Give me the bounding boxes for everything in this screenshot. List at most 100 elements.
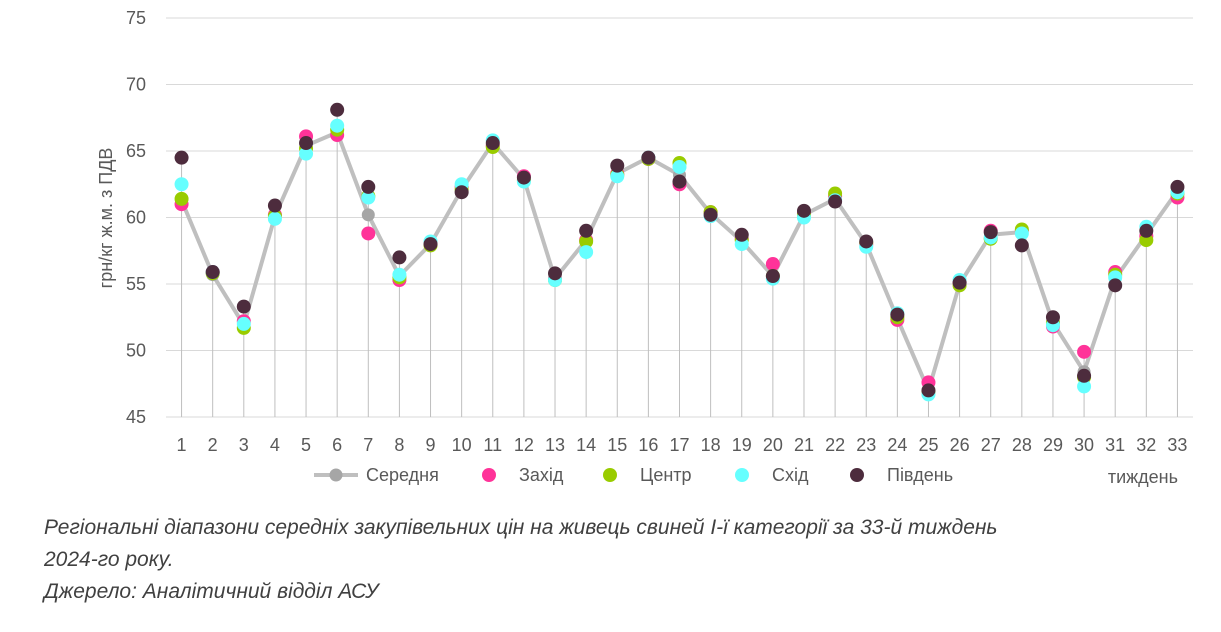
data-point-4 (1108, 278, 1123, 293)
x-tick-label: 31 (1105, 435, 1125, 455)
data-point-4 (1077, 368, 1092, 383)
data-point-4 (548, 266, 563, 281)
legend-marker (329, 468, 343, 482)
data-point-4 (174, 150, 189, 165)
data-point-4 (952, 275, 967, 290)
data-point-3 (299, 146, 314, 161)
x-tick-label: 4 (270, 435, 280, 455)
x-tick-label: 27 (981, 435, 1001, 455)
chart-caption: Регіональні діапазони середніх закупівел… (44, 512, 997, 608)
x-tick-label: 17 (669, 435, 689, 455)
x-tick-label: 9 (426, 435, 436, 455)
y-tick-label: 60 (126, 208, 146, 228)
data-point-4 (703, 207, 718, 222)
x-axis-title: тиждень (1108, 467, 1178, 487)
y-tick-label: 65 (126, 141, 146, 161)
data-point-4 (1045, 310, 1060, 325)
data-point-4 (236, 299, 251, 314)
y-tick-label: 55 (126, 274, 146, 294)
legend-marker (482, 468, 496, 482)
legend-label: Південь (887, 465, 953, 485)
x-tick-label: 1 (177, 435, 187, 455)
data-point-3 (236, 316, 251, 331)
legend-label: Середня (366, 465, 439, 485)
x-tick-label: 8 (394, 435, 404, 455)
data-point-3 (330, 118, 345, 133)
data-point-4 (859, 234, 874, 249)
y-tick-label: 45 (126, 407, 146, 427)
data-point-4 (1139, 223, 1154, 238)
y-tick-label: 50 (126, 341, 146, 361)
x-tick-label: 23 (856, 435, 876, 455)
legend-marker (603, 468, 617, 482)
data-point-4 (516, 170, 531, 185)
legend: Середня Захід Центр Схід Південь (314, 465, 953, 485)
x-tick-label: 12 (514, 435, 534, 455)
x-tick-label: 30 (1074, 435, 1094, 455)
caption-line-1: Регіональні діапазони середніх закупівел… (44, 516, 998, 539)
data-point-4 (299, 136, 314, 151)
x-tick-label: 16 (638, 435, 658, 455)
data-point-3 (1014, 226, 1029, 241)
x-tick-label: 22 (825, 435, 845, 455)
y-axis-title: грн/кг ж.м. з ПДВ (96, 148, 116, 289)
data-point-4 (454, 185, 469, 200)
x-tick-label: 29 (1043, 435, 1063, 455)
data-point-4 (205, 265, 220, 280)
x-tick-label: 3 (239, 435, 249, 455)
data-point-1 (1077, 344, 1092, 359)
x-tick-label: 33 (1167, 435, 1187, 455)
legend-marker (850, 468, 864, 482)
data-point-1 (765, 257, 780, 272)
x-tick-label: 13 (545, 435, 565, 455)
y-tick-label: 70 (126, 75, 146, 95)
x-axis-ticks: 1 2 3 4 5 6 7 8 9 10 11 12 13 14 15 16 17 18 19 20 21 22 23 24 2… (177, 435, 1188, 455)
data-point-3 (392, 267, 407, 282)
data-point-4 (890, 307, 905, 322)
x-tick-label: 26 (950, 435, 970, 455)
caption-line-2: 2024-го року. (44, 548, 174, 571)
drop-lines (181, 109, 1178, 417)
x-tick-label: 5 (301, 435, 311, 455)
legend-label: Схід (772, 465, 809, 485)
data-point-4 (579, 223, 594, 238)
series-layer (174, 102, 1185, 402)
x-tick-label: 24 (887, 435, 907, 455)
x-tick-label: 6 (332, 435, 342, 455)
legend-marker (735, 468, 749, 482)
data-point-4 (734, 227, 749, 242)
data-point-4 (828, 194, 843, 209)
x-tick-label: 28 (1012, 435, 1032, 455)
data-point-4 (1170, 179, 1185, 194)
x-tick-label: 15 (607, 435, 627, 455)
data-point-3 (361, 190, 376, 205)
data-point-4 (641, 150, 656, 165)
x-tick-label: 10 (452, 435, 472, 455)
data-point-2 (579, 234, 594, 249)
data-point-3 (267, 211, 282, 226)
legend-label: Центр (640, 465, 692, 485)
data-point-4 (423, 237, 438, 252)
x-tick-label: 2 (208, 435, 218, 455)
x-tick-label: 19 (732, 435, 752, 455)
data-point-4 (672, 174, 687, 189)
x-tick-label: 14 (576, 435, 596, 455)
x-tick-label: 11 (483, 435, 502, 455)
x-tick-label: 21 (794, 435, 814, 455)
x-tick-label: 7 (363, 435, 373, 455)
data-point-serednya (361, 208, 375, 222)
data-point-4 (796, 203, 811, 218)
data-point-3 (174, 177, 189, 192)
data-point-1 (361, 226, 376, 241)
data-point-4 (610, 158, 625, 173)
legend-label: Захід (519, 465, 564, 485)
y-axis-ticks: 45 50 55 60 65 70 75 (126, 8, 146, 427)
caption-source: Джерело: Аналітичний відділ АСУ (44, 580, 379, 603)
data-point-4 (921, 383, 936, 398)
data-point-3 (610, 169, 625, 184)
y-tick-label: 75 (126, 8, 146, 28)
data-point-4 (267, 198, 282, 213)
data-point-4 (983, 225, 998, 240)
x-tick-label: 20 (763, 435, 783, 455)
